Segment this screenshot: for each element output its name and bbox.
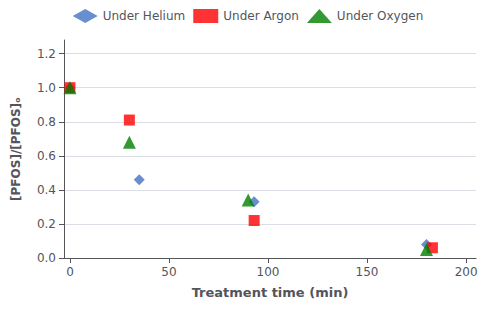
svg-text:Under Argon: Under Argon xyxy=(223,9,299,23)
svg-text:Under Helium: Under Helium xyxy=(103,9,186,23)
svg-text:Treatment time (min): Treatment time (min) xyxy=(192,285,349,300)
svg-text:[PFOS]/[PFOS]ₒ: [PFOS]/[PFOS]ₒ xyxy=(9,97,23,201)
svg-text:0.4: 0.4 xyxy=(37,183,56,197)
svg-text:Under Oxygen: Under Oxygen xyxy=(337,9,423,23)
svg-text:0.2: 0.2 xyxy=(37,217,56,231)
svg-text:1.2: 1.2 xyxy=(37,47,56,61)
svg-text:0.6: 0.6 xyxy=(37,149,56,163)
svg-text:0: 0 xyxy=(66,265,74,279)
svg-text:0.8: 0.8 xyxy=(37,115,56,129)
svg-text:1.0: 1.0 xyxy=(37,81,56,95)
svg-text:50: 50 xyxy=(161,265,176,279)
svg-text:100: 100 xyxy=(257,265,280,279)
svg-text:0.0: 0.0 xyxy=(37,251,56,265)
svg-text:150: 150 xyxy=(356,265,379,279)
svg-text:200: 200 xyxy=(455,265,478,279)
